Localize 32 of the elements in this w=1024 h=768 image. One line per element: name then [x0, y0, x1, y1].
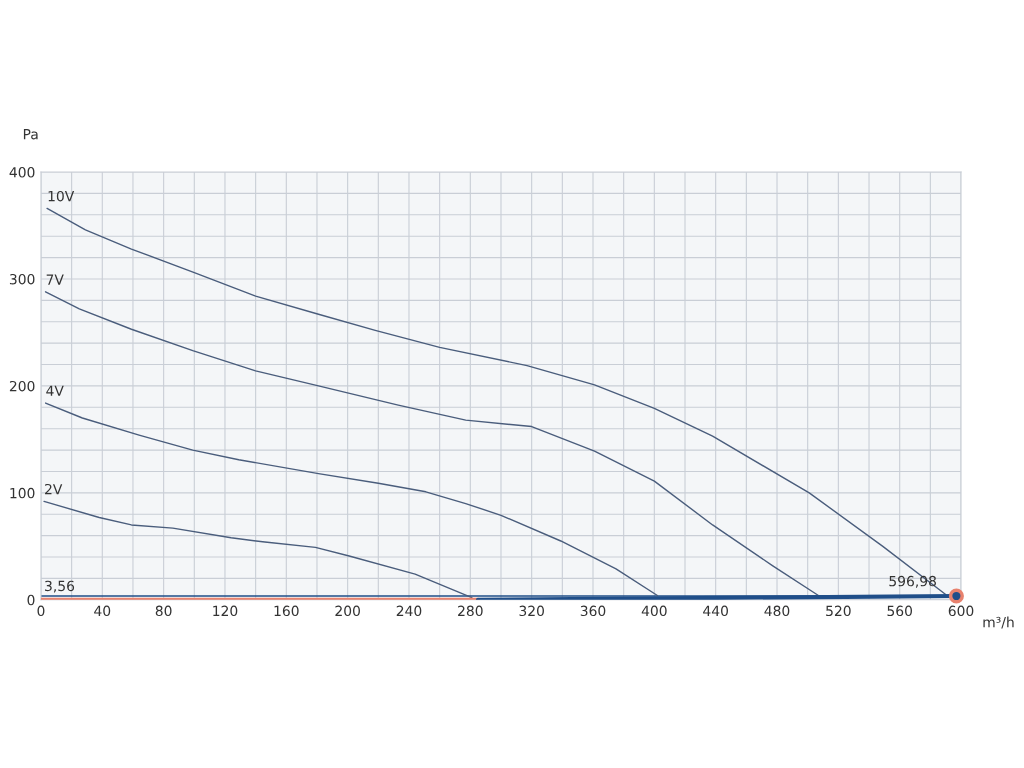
- x-tick-label: 600: [948, 605, 974, 617]
- x-axis-title: m³/h: [983, 616, 1014, 629]
- x-tick-label: 0: [37, 605, 45, 617]
- y-tick-label: 400: [9, 167, 35, 178]
- x-tick-label: 360: [580, 605, 606, 617]
- x-tick-label: 440: [703, 605, 729, 617]
- series-label: 4V: [46, 385, 64, 396]
- y-tick-label: 0: [27, 594, 35, 606]
- x-tick-label: 320: [519, 605, 544, 617]
- line-series: [43, 500, 473, 599]
- x-tick-label: 240: [396, 605, 422, 617]
- line-series: [46, 207, 947, 596]
- y-tick-label: 200: [9, 380, 35, 392]
- ref-line-label: 3,56: [45, 580, 75, 593]
- series-label: 10V: [48, 190, 75, 202]
- x-tick-label: 120: [213, 605, 238, 617]
- line-series: [44, 291, 820, 597]
- y-tick-label: 300: [9, 273, 35, 285]
- x-tick-label: 200: [335, 605, 360, 617]
- y-tick-label: 100: [10, 487, 35, 499]
- x-tick-label: 280: [458, 605, 483, 617]
- x-tick-label: 560: [887, 605, 913, 617]
- series-label: 7V: [46, 274, 64, 285]
- x-tick-label: 520: [826, 605, 851, 617]
- x-tick-label: 480: [764, 605, 790, 617]
- x-tick-label: 80: [155, 605, 172, 617]
- y-axis-title: Pa: [23, 129, 38, 140]
- series-label: 2V: [45, 483, 63, 495]
- x-tick-label: 400: [641, 605, 667, 617]
- x-tick-label: 40: [94, 605, 111, 617]
- x-tick-label: 160: [274, 605, 299, 617]
- line-series: [44, 402, 659, 597]
